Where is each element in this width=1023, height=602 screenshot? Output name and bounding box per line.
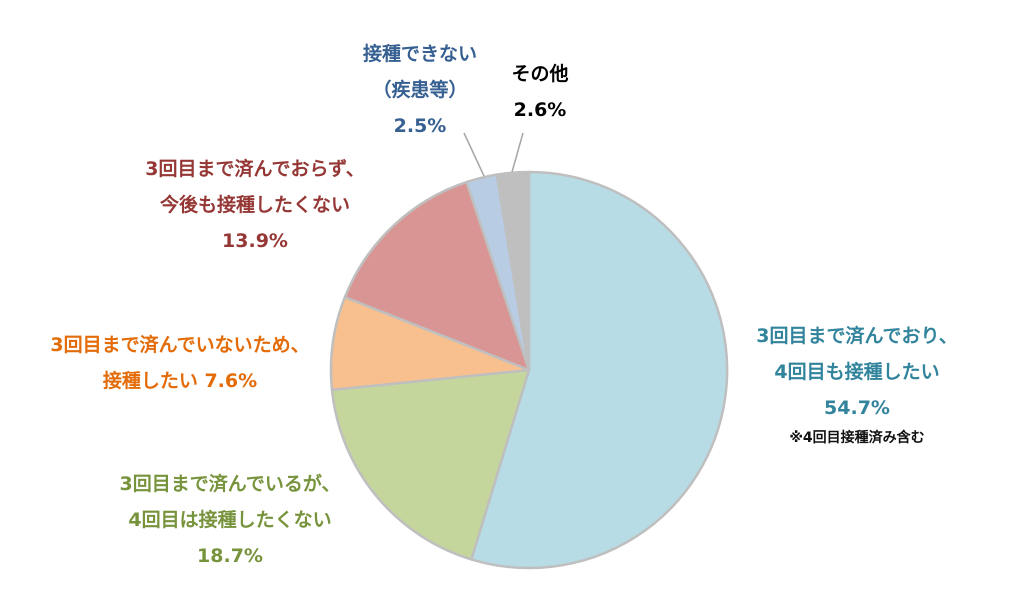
label-line1: 3回目まで済んでおり、 [756, 325, 958, 347]
label-line1: 3回目まで済んでいないため、 [50, 334, 310, 356]
label-line2: 4回目も接種したい [774, 361, 940, 383]
label-not-3rd-not-want: 3回目まで済んでおらず、 今後も接種したくない 13.9% [110, 151, 400, 259]
slice-not-3rd-want[interactable] [329, 295, 531, 392]
label-line1: その他 [511, 63, 569, 85]
label-4th-dose-wanted: 3回目まで済んでおり、 4回目も接種したい 54.7% ※4回目接種済み含む [722, 318, 992, 462]
label-not-3rd-want: 3回目まで済んでいないため、 接種したい 7.6% [20, 327, 340, 399]
label-other: その他 2.6% [490, 56, 590, 128]
label-line1: 3回目まで済んでおらず、 [145, 158, 365, 180]
slice-4th-dose-wanted[interactable] [470, 170, 729, 570]
label-line2: 今後も接種したくない [159, 194, 350, 216]
slice-other[interactable] [495, 170, 531, 372]
label-4th-dose-not-wanted: 3回目まで済んでいるが、 4回目は接種したくない 18.7% [95, 466, 365, 574]
label-pct: 18.7% [197, 545, 263, 567]
label-cannot-vaccinate: 接種できない （疾患等） 2.5% [345, 36, 495, 144]
leader-line-other [511, 132, 524, 173]
slice-not-3rd-not-want[interactable] [343, 180, 531, 372]
leader-line-cannot-vaccinate [463, 132, 485, 177]
label-line2: 4回目は接種したくない [128, 509, 332, 531]
label-line1: 接種できない [362, 43, 477, 65]
slice-4th-dose-not-wanted[interactable] [330, 368, 531, 561]
label-pct: 13.9% [222, 230, 288, 252]
label-line2: （疾患等） [372, 79, 468, 101]
label-pct: 54.7% [824, 397, 890, 419]
footnote: ※4回目接種済み含む [789, 430, 925, 446]
label-line1: 3回目まで済んでいるが、 [119, 473, 341, 495]
label-pct: 2.5% [393, 115, 447, 137]
label-line2: 接種したい 7.6% [102, 370, 258, 392]
label-pct: 2.6% [513, 99, 567, 121]
